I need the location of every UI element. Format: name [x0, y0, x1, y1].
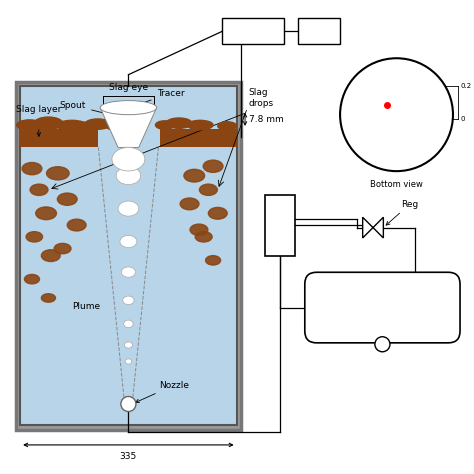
Text: 0: 0: [460, 117, 465, 122]
Ellipse shape: [41, 250, 60, 262]
Bar: [298, 18, 340, 44]
Text: Tracer: Tracer: [139, 89, 184, 105]
Text: Plume: Plume: [72, 302, 100, 311]
Ellipse shape: [180, 198, 199, 210]
Ellipse shape: [124, 320, 133, 328]
Polygon shape: [373, 217, 383, 238]
Ellipse shape: [184, 169, 205, 182]
Bar: [265, 195, 295, 256]
Circle shape: [375, 337, 390, 352]
Ellipse shape: [203, 160, 223, 173]
Ellipse shape: [26, 232, 43, 242]
Text: Slag layer: Slag layer: [16, 106, 61, 136]
Ellipse shape: [200, 184, 217, 195]
Text: PC: PC: [313, 27, 325, 36]
Circle shape: [340, 58, 453, 171]
Text: Slag eye: Slag eye: [109, 83, 148, 92]
Ellipse shape: [218, 122, 237, 130]
Ellipse shape: [57, 193, 77, 205]
Ellipse shape: [67, 219, 86, 231]
Ellipse shape: [17, 120, 43, 130]
Ellipse shape: [124, 342, 132, 348]
Text: Reg: Reg: [386, 200, 419, 225]
Ellipse shape: [187, 120, 213, 130]
Text: Com: Com: [372, 303, 392, 312]
Ellipse shape: [36, 207, 56, 219]
Ellipse shape: [30, 184, 48, 195]
Ellipse shape: [123, 296, 134, 305]
Ellipse shape: [106, 121, 132, 131]
Ellipse shape: [46, 167, 69, 180]
Text: Nozzle: Nozzle: [136, 381, 189, 402]
Polygon shape: [363, 217, 373, 238]
Ellipse shape: [118, 201, 139, 216]
Ellipse shape: [25, 274, 39, 284]
Bar: [20, 129, 98, 147]
Ellipse shape: [190, 224, 208, 236]
Ellipse shape: [116, 167, 141, 184]
Ellipse shape: [195, 232, 212, 242]
Text: 7.8 mm: 7.8 mm: [249, 115, 283, 124]
Ellipse shape: [112, 147, 145, 171]
Text: Spout: Spout: [60, 101, 116, 117]
Ellipse shape: [57, 120, 87, 131]
Bar: [16, 82, 241, 430]
Ellipse shape: [41, 294, 55, 302]
FancyBboxPatch shape: [305, 272, 460, 343]
Ellipse shape: [155, 121, 174, 129]
Text: Slag
drops: Slag drops: [249, 88, 274, 108]
Circle shape: [121, 396, 136, 411]
Polygon shape: [100, 108, 156, 147]
Ellipse shape: [166, 118, 192, 128]
Ellipse shape: [54, 243, 71, 254]
Bar: [20, 86, 237, 425]
Text: 0.2: 0.2: [460, 83, 471, 90]
Ellipse shape: [34, 117, 63, 129]
Ellipse shape: [22, 163, 42, 175]
Ellipse shape: [209, 208, 227, 219]
Ellipse shape: [85, 119, 111, 129]
Ellipse shape: [121, 267, 136, 277]
Ellipse shape: [77, 122, 96, 131]
Text: Mass
Flow-
meter: Mass Flow- meter: [267, 210, 293, 240]
Text: Sensor: Sensor: [237, 27, 269, 36]
Bar: [222, 18, 283, 44]
Bar: [160, 129, 237, 147]
Ellipse shape: [120, 236, 137, 247]
Ellipse shape: [125, 359, 132, 364]
Ellipse shape: [100, 100, 156, 115]
Ellipse shape: [206, 255, 220, 265]
Text: Bottom view: Bottom view: [370, 180, 423, 189]
Text: 335: 335: [120, 452, 137, 461]
